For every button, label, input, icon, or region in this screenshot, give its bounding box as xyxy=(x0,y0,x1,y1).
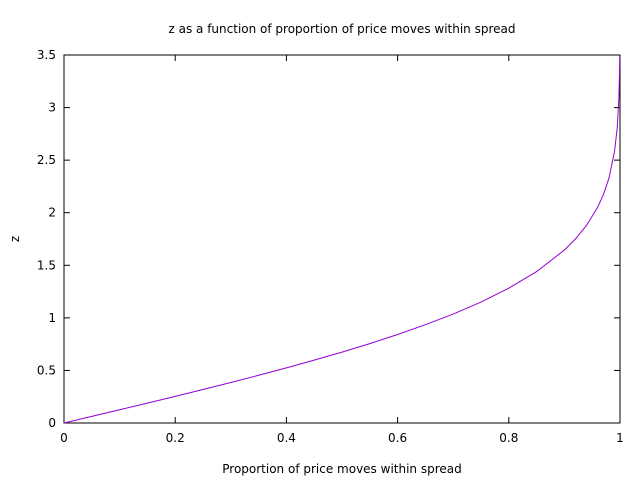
plot-border xyxy=(63,54,621,424)
plot-frame xyxy=(63,54,621,424)
x-tick-label: 0.6 xyxy=(388,431,407,445)
x-tick-label: 0.2 xyxy=(166,431,185,445)
y-tick-label: 3 xyxy=(48,101,56,115)
y-axis-ticks: 0 0.5 1 1.5 2 2.5 3 3.5 xyxy=(37,48,620,430)
y-tick-label: 2.5 xyxy=(37,153,56,167)
y-tick-label: 3.5 xyxy=(37,48,56,62)
x-tick-label: 1 xyxy=(616,431,624,445)
y-tick-label: 0 xyxy=(48,416,56,430)
x-tick-label: 0.4 xyxy=(277,431,296,445)
series-line xyxy=(63,56,621,424)
chart-title: z as a function of proportion of price m… xyxy=(169,22,516,36)
series-group xyxy=(63,56,621,424)
x-tick-label: 0 xyxy=(60,431,68,445)
y-tick-label: 0.5 xyxy=(37,363,56,377)
y-tick-label: 1 xyxy=(48,311,56,325)
x-axis-ticks: 0 0.2 0.4 0.6 0.8 1 xyxy=(60,55,624,445)
y-axis-label: z xyxy=(8,236,22,242)
y-tick-label: 2 xyxy=(48,206,56,220)
y-tick-label: 1.5 xyxy=(37,258,56,272)
x-axis-label: Proportion of price moves within spread xyxy=(222,462,461,476)
x-tick-label: 0.8 xyxy=(499,431,518,445)
